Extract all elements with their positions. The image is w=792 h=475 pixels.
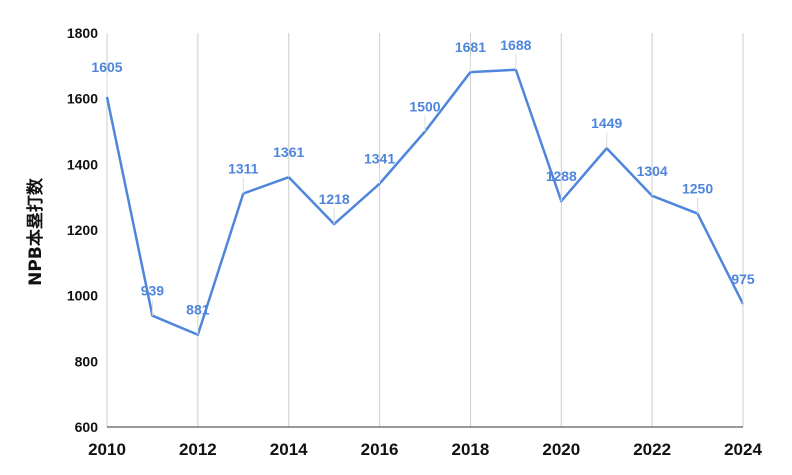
x-tick-label: 2022 xyxy=(633,440,671,459)
x-tick-label: 2024 xyxy=(724,440,762,459)
x-tick-label: 2020 xyxy=(542,440,580,459)
y-tick-label: 1400 xyxy=(67,156,98,172)
y-tick-label: 1800 xyxy=(67,25,98,41)
data-label: 1304 xyxy=(637,163,668,179)
x-tick-label: 2014 xyxy=(270,440,308,459)
data-label: 1250 xyxy=(682,181,713,197)
data-label: 1218 xyxy=(319,191,350,207)
y-tick-label: 600 xyxy=(75,419,99,435)
data-label: 1605 xyxy=(91,59,122,75)
axes: 2010 2012 2014 2016 2018 2020 2022 2024 600 800 10… xyxy=(67,25,763,459)
data-label: 1311 xyxy=(228,161,259,177)
y-tick-label: 1000 xyxy=(67,288,98,304)
data-labels: 1605 939 881 1311 1361 1218 1341 1500 1681 1688 12… xyxy=(91,37,755,335)
x-tick-label: 2018 xyxy=(452,440,490,459)
x-tick-label: 2012 xyxy=(179,440,217,459)
data-label: 1688 xyxy=(500,37,531,53)
data-label: 939 xyxy=(141,283,165,299)
data-label: 1341 xyxy=(364,151,395,167)
data-label: 1681 xyxy=(455,39,486,55)
data-label: 1500 xyxy=(409,99,440,115)
data-label: 1288 xyxy=(546,168,577,184)
y-axis-label: NPB本塁打数 xyxy=(25,177,46,286)
x-tick-label: 2016 xyxy=(361,440,399,459)
y-tick-label: 1600 xyxy=(67,91,98,107)
y-tick-label: 800 xyxy=(75,353,99,369)
data-label: 1449 xyxy=(591,115,622,131)
y-tick-label: 1200 xyxy=(67,222,98,238)
x-tick-label: 2010 xyxy=(88,440,126,459)
data-label: 881 xyxy=(186,302,210,318)
data-label: 1361 xyxy=(273,144,304,160)
gridlines xyxy=(106,33,744,427)
data-label: 975 xyxy=(731,271,755,287)
